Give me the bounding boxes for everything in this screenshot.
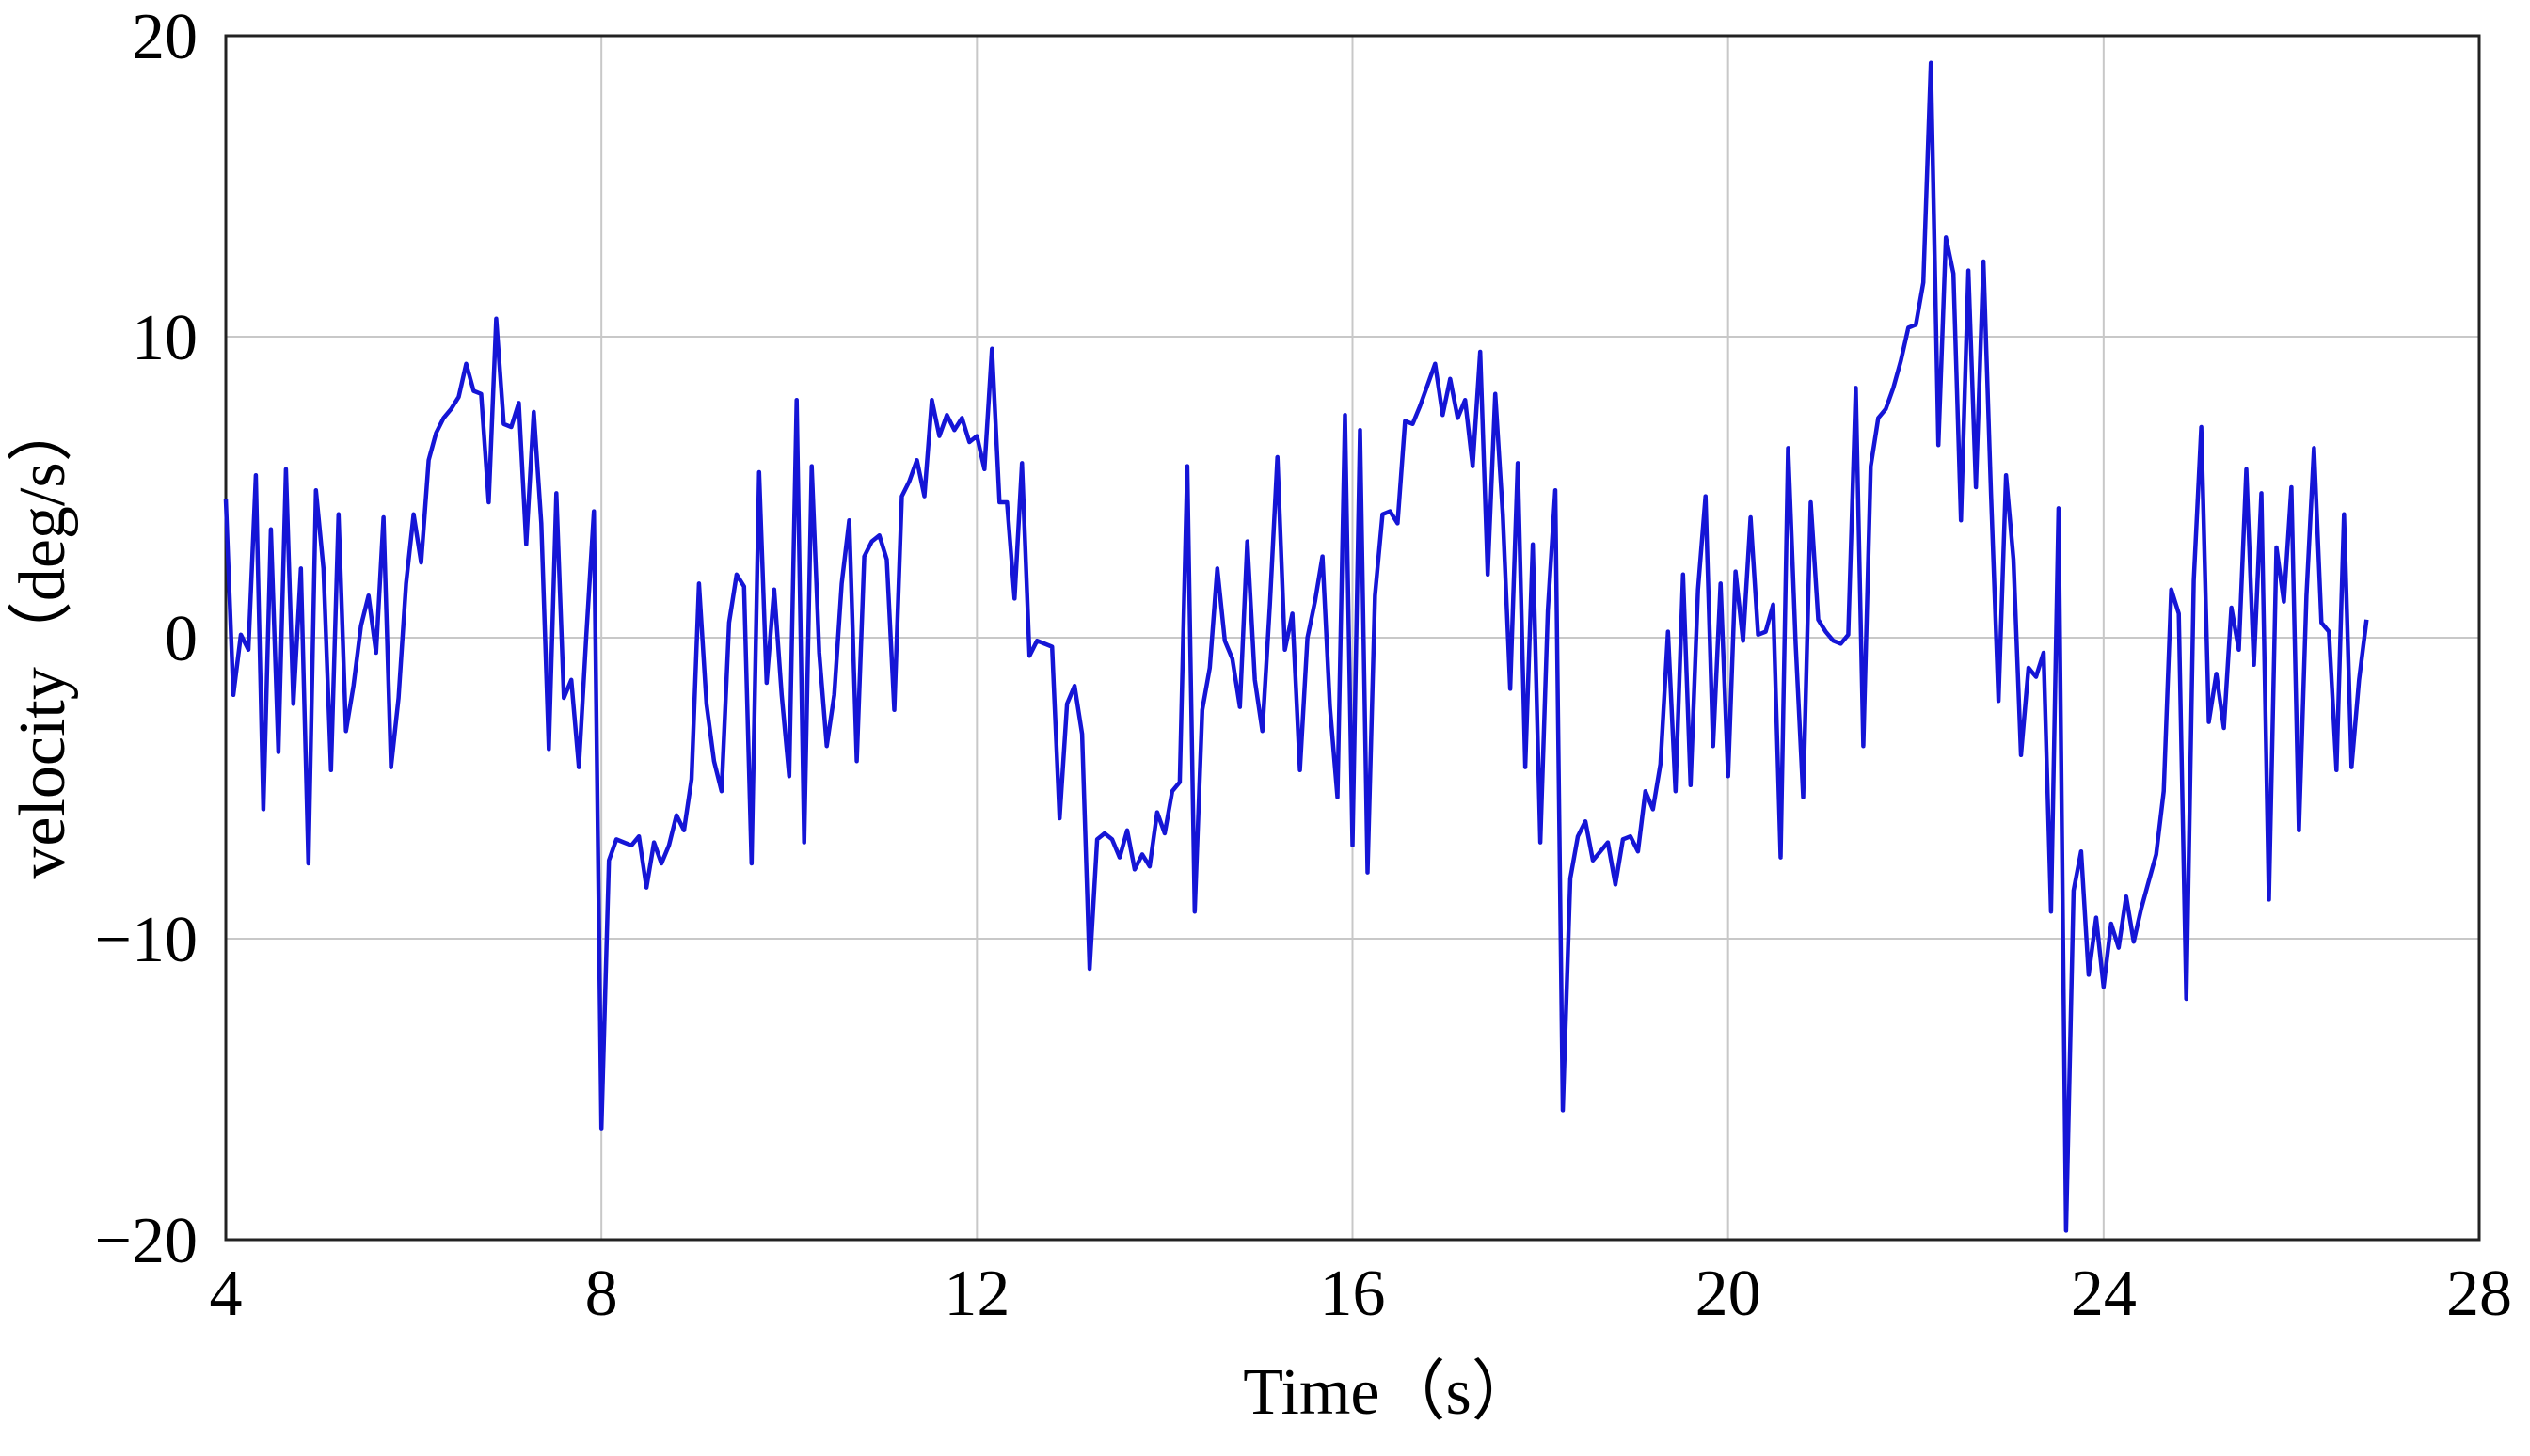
velocity-series-line [223,60,2369,1233]
x-tick-label: 16 [1320,1258,1386,1330]
x-tick-label: 8 [585,1258,618,1330]
y-tick-label: 0 [165,603,198,675]
x-tick-label: 24 [2071,1258,2137,1330]
y-tick-label: −10 [95,904,198,976]
series-layer [223,60,2369,1233]
x-tick-label: 28 [2446,1258,2512,1330]
y-tick-label: −20 [95,1205,198,1277]
x-tick-labels: 4 8 12 16 20 24 28 [210,1258,2513,1330]
y-tick-label: 20 [132,1,198,73]
x-axis-title: Time（s） [1243,1356,1537,1429]
plot-area-frame [224,34,2481,1242]
x-tick-label: 4 [210,1258,243,1330]
y-axis-title: velocity（deg/s） [7,396,79,878]
y-tick-label: 10 [132,302,198,374]
x-tick-label: 20 [1695,1258,1761,1330]
y-tick-labels: 20 10 0 −10 −20 [95,1,198,1277]
x-tick-label: 12 [944,1258,1010,1330]
grid-lines [225,35,2480,1241]
